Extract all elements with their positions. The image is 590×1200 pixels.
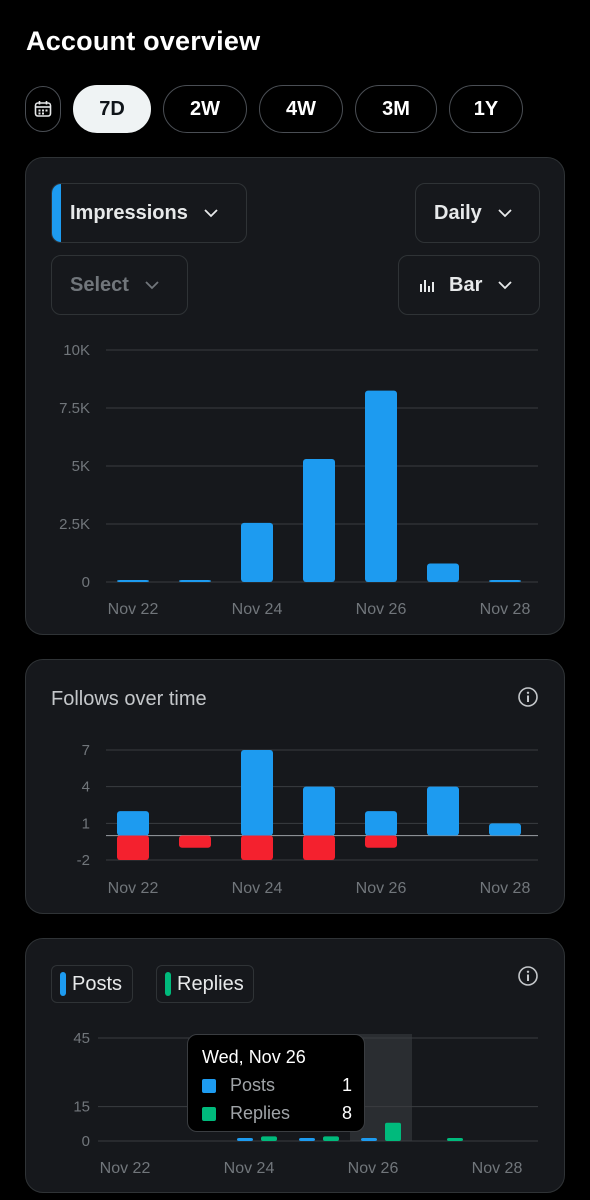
- calendar-icon: [34, 101, 52, 117]
- range-4w-button[interactable]: 4W: [259, 85, 343, 133]
- y-tick-label: 15: [73, 1099, 90, 1116]
- x-tick-label: Nov 26: [356, 601, 407, 618]
- metric-dropdown-label: Impressions: [70, 201, 188, 224]
- metric-color-indicator: [52, 184, 61, 242]
- page-title: Account overview: [26, 26, 261, 56]
- y-tick-label: 2.5K: [59, 516, 90, 533]
- x-tick-label: Nov 28: [472, 1160, 523, 1177]
- follows-card: Follows over time -2 1 4 7 Nov 22 Nov 24 Nov 2…: [25, 659, 565, 914]
- chart-tooltip: Wed, Nov 26 Posts 1 Replies 8: [187, 1034, 365, 1132]
- y-tick-label: 1: [82, 815, 90, 832]
- y-tick-label: 7.5K: [59, 400, 90, 417]
- unfollows-bar: [303, 835, 335, 860]
- impressions-bar: [489, 580, 521, 582]
- impressions-bar: [179, 580, 211, 582]
- replies-bar: [323, 1136, 339, 1141]
- follows-bar: [365, 811, 397, 836]
- replies-swatch: [165, 972, 171, 996]
- compare-dropdown-label: Select: [70, 273, 129, 296]
- date-range-selector: 7D 2W 4W 3M 1Y: [25, 84, 523, 134]
- info-icon[interactable]: [517, 686, 539, 708]
- y-tick-label: 0: [82, 574, 90, 591]
- calendar-button[interactable]: [25, 86, 61, 132]
- y-tick-label: 45: [73, 1030, 90, 1047]
- y-tick-label: 7: [82, 742, 90, 759]
- range-7d-button[interactable]: 7D: [73, 85, 151, 133]
- y-tick-label: 5K: [72, 458, 90, 475]
- tooltip-date: Wed, Nov 26: [202, 1047, 306, 1067]
- chevron-down-icon: [143, 276, 161, 294]
- tooltip-replies-value: 8: [341, 1103, 352, 1123]
- x-tick-label: Nov 28: [480, 601, 531, 618]
- tooltip-posts-value: 1: [341, 1075, 352, 1095]
- replies-bar: [385, 1122, 401, 1141]
- legend-replies[interactable]: Replies: [156, 965, 254, 1003]
- x-tick-label: Nov 26: [348, 1160, 399, 1177]
- follows-bar: [489, 823, 521, 836]
- x-tick-label: Nov 24: [232, 601, 283, 618]
- unfollows-bar: [365, 835, 397, 848]
- tooltip-posts-label: Posts: [230, 1075, 276, 1095]
- unfollows-bar: [179, 835, 211, 848]
- tooltip-row-replies: Replies 8: [202, 1103, 352, 1124]
- impressions-bar: [365, 390, 397, 582]
- impressions-bar-chart: 0 2.5K 5K 7.5K 10K Nov 22 Nov 24 Nov 26 Nov 28: [59, 342, 538, 618]
- follows-bar-chart: -2 1 4 7 Nov 22 Nov 24 Nov 26 Nov 28: [77, 742, 538, 897]
- chevron-down-icon: [496, 204, 514, 222]
- y-tick-label: -2: [77, 852, 90, 869]
- impressions-bar: [427, 563, 459, 582]
- x-tick-label: Nov 24: [232, 880, 283, 897]
- replies-bar: [447, 1138, 463, 1141]
- chart-type-dropdown-label: Bar: [449, 273, 483, 296]
- chevron-down-icon: [496, 276, 514, 294]
- x-tick-label: Nov 22: [108, 601, 159, 618]
- range-3m-button[interactable]: 3M: [355, 85, 437, 133]
- unfollows-bar: [241, 835, 273, 860]
- tooltip-row-posts: Posts 1: [202, 1075, 352, 1096]
- follows-bar: [303, 786, 335, 836]
- metric-dropdown[interactable]: Impressions: [51, 183, 247, 243]
- impressions-bar: [303, 459, 335, 582]
- posts-swatch: [60, 972, 66, 996]
- x-tick-label: Nov 26: [356, 880, 407, 897]
- x-tick-label: Nov 22: [108, 880, 159, 897]
- impressions-card: Impressions Daily Select Bar 0 2.5K 5K 7.5K…: [25, 157, 565, 635]
- posts-replies-card: Posts Replies 0 15 45 Nov 22 Nov 24 Nov 26 Nov…: [25, 938, 565, 1193]
- range-1y-button[interactable]: 1Y: [449, 85, 523, 133]
- posts-swatch: [202, 1078, 216, 1093]
- y-tick-label: 10K: [63, 342, 90, 359]
- y-tick-label: 4: [82, 779, 90, 796]
- interval-dropdown-label: Daily: [434, 201, 482, 224]
- chart-type-dropdown[interactable]: Bar: [398, 255, 540, 315]
- x-tick-label: Nov 22: [100, 1160, 151, 1177]
- posts-bar: [361, 1138, 377, 1141]
- chevron-down-icon: [202, 204, 220, 222]
- posts-bar: [299, 1138, 315, 1141]
- replies-bar: [261, 1136, 277, 1141]
- bar-chart-icon: [419, 277, 435, 293]
- interval-dropdown[interactable]: Daily: [415, 183, 540, 243]
- compare-dropdown[interactable]: Select: [51, 255, 188, 315]
- legend-posts-label: Posts: [72, 972, 123, 995]
- follows-heading: Follows over time: [51, 688, 207, 710]
- range-2w-button[interactable]: 2W: [163, 85, 247, 133]
- follows-bar: [427, 786, 459, 836]
- posts-bar: [237, 1138, 253, 1141]
- follows-bar: [241, 750, 273, 836]
- x-tick-label: Nov 28: [480, 880, 531, 897]
- follows-bar: [117, 811, 149, 836]
- x-tick-label: Nov 24: [224, 1160, 275, 1177]
- y-tick-label: 0: [82, 1133, 90, 1150]
- replies-swatch: [202, 1106, 216, 1121]
- unfollows-bar: [117, 835, 149, 860]
- legend-posts[interactable]: Posts: [51, 965, 133, 1003]
- tooltip-replies-label: Replies: [230, 1103, 291, 1123]
- info-icon[interactable]: [517, 965, 539, 987]
- impressions-bar: [241, 522, 273, 582]
- impressions-bar: [117, 580, 149, 582]
- legend-replies-label: Replies: [177, 972, 244, 995]
